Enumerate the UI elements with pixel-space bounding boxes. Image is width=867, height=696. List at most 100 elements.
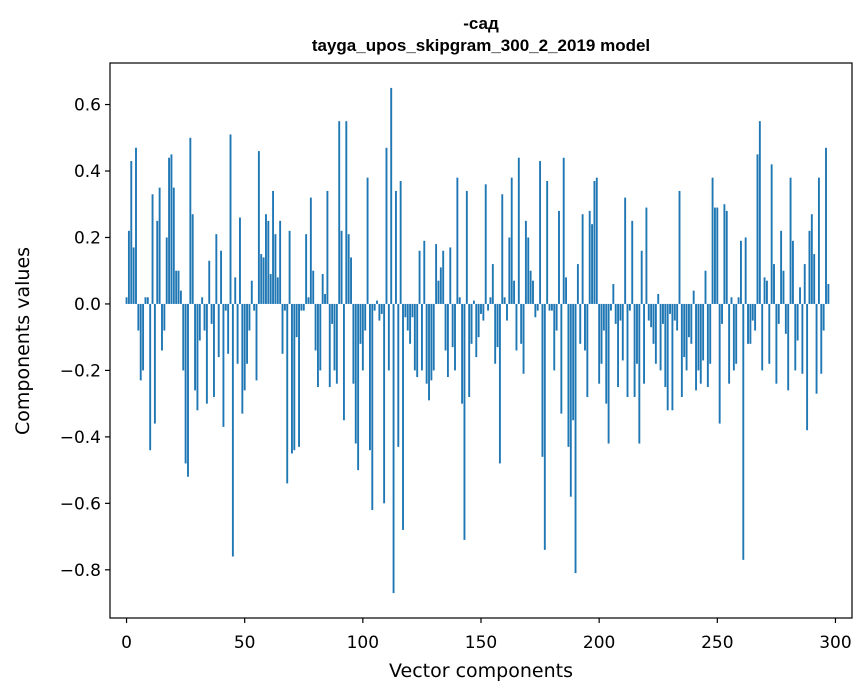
plot-frame xyxy=(109,62,853,619)
bar xyxy=(286,303,289,484)
bar xyxy=(650,303,653,328)
y-tick-label: 0.0 xyxy=(74,295,101,315)
bar xyxy=(588,210,591,304)
bar xyxy=(510,177,513,304)
bar xyxy=(449,247,452,304)
bar xyxy=(662,303,664,324)
bar xyxy=(491,264,494,304)
bar xyxy=(432,303,435,371)
bar xyxy=(718,303,721,424)
bar xyxy=(402,303,404,530)
bar xyxy=(201,297,204,304)
bar xyxy=(404,303,407,318)
bar xyxy=(208,260,211,304)
bar xyxy=(236,303,239,364)
bar xyxy=(397,303,400,447)
bar xyxy=(279,220,282,304)
bar xyxy=(647,303,650,321)
bar xyxy=(673,303,676,321)
bar xyxy=(534,303,537,318)
bar xyxy=(654,303,657,364)
bar xyxy=(775,303,778,384)
bar xyxy=(638,303,641,444)
bar xyxy=(255,303,258,381)
bar xyxy=(751,303,754,321)
x-tick-label: 300 xyxy=(819,633,851,653)
bar xyxy=(300,303,303,311)
bar xyxy=(175,270,178,304)
bar xyxy=(666,303,669,411)
bar xyxy=(581,214,584,304)
bar xyxy=(711,177,714,304)
bar xyxy=(487,303,490,311)
bar xyxy=(161,303,163,351)
bar xyxy=(454,303,456,371)
bar xyxy=(288,230,291,304)
bar xyxy=(723,204,726,304)
bar xyxy=(361,303,364,371)
bar xyxy=(777,303,780,324)
bar xyxy=(343,303,345,421)
bar xyxy=(130,161,133,304)
bar xyxy=(520,303,523,344)
bar xyxy=(770,164,773,304)
bar xyxy=(576,264,579,304)
bar xyxy=(248,303,251,331)
bar xyxy=(437,280,440,304)
bar xyxy=(347,234,350,304)
bar-series xyxy=(125,87,830,594)
bar xyxy=(688,303,690,338)
bar xyxy=(763,277,766,304)
bar xyxy=(553,303,556,371)
bar xyxy=(725,210,728,304)
bar xyxy=(357,303,360,471)
bar xyxy=(439,267,442,304)
bar xyxy=(501,194,504,304)
bar xyxy=(172,187,175,304)
bar xyxy=(508,237,511,304)
bar xyxy=(213,303,215,397)
bar xyxy=(714,207,716,304)
bar xyxy=(820,303,823,374)
bar xyxy=(333,303,336,371)
bar xyxy=(281,303,284,354)
bar xyxy=(442,250,445,304)
bar xyxy=(690,303,693,344)
bar xyxy=(314,303,317,351)
bar xyxy=(267,220,270,304)
bar xyxy=(239,217,241,304)
bar xyxy=(602,303,605,331)
bar xyxy=(610,303,612,311)
bar xyxy=(477,303,480,338)
bar xyxy=(366,177,369,304)
bar xyxy=(463,303,466,540)
bar xyxy=(730,297,733,304)
bar xyxy=(465,190,468,304)
bar xyxy=(420,303,423,371)
bar xyxy=(732,303,735,371)
bar xyxy=(468,303,471,397)
bar xyxy=(406,303,409,331)
bar xyxy=(480,303,482,314)
bar xyxy=(709,303,712,364)
bar xyxy=(659,303,662,371)
bar xyxy=(539,161,542,304)
bar xyxy=(643,303,645,384)
bar xyxy=(721,303,723,324)
bar xyxy=(189,137,192,304)
bar xyxy=(156,220,159,304)
bar xyxy=(364,303,367,331)
bar xyxy=(555,303,558,331)
bar xyxy=(170,154,173,304)
y-tick-label: −0.4 xyxy=(60,428,101,448)
bar xyxy=(385,147,388,304)
bar xyxy=(265,214,267,304)
bar xyxy=(472,300,475,304)
bar xyxy=(560,303,563,414)
y-tick-label: −0.2 xyxy=(60,361,101,381)
bar xyxy=(773,264,775,304)
bar xyxy=(458,297,461,304)
bar xyxy=(813,254,816,304)
bar xyxy=(380,303,383,314)
bar xyxy=(706,303,709,388)
